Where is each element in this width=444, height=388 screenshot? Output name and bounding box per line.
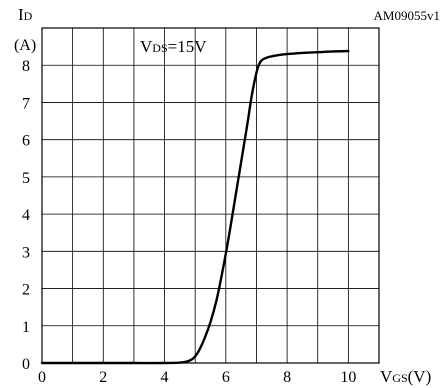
y-tick-label: 6 (22, 133, 30, 150)
x-tick-label: 6 (222, 369, 230, 386)
y-tick-label: 2 (22, 282, 30, 299)
y-tick-labels: 0 1 2 3 4 5 6 7 8 (22, 58, 30, 373)
y-axis-unit: (A) (14, 37, 36, 54)
x-tick-labels: 0 2 4 6 8 10 (38, 369, 356, 386)
y-axis-label: ID (18, 5, 33, 24)
x-tick-label: 8 (283, 369, 291, 386)
y-tick-label: 8 (22, 58, 30, 75)
y-tick-label: 4 (22, 207, 30, 224)
x-tick-label: 4 (161, 369, 169, 386)
grid (42, 28, 379, 363)
y-tick-label: 7 (22, 95, 30, 112)
y-tick-label: 5 (22, 170, 30, 187)
y-tick-label: 0 (22, 356, 30, 373)
x-tick-label: 0 (38, 369, 46, 386)
annotation-vds: VDS=15V (140, 37, 207, 56)
figure-id: AM09055v1 (374, 8, 440, 23)
series-line (40, 49, 350, 365)
y-tick-label: 3 (22, 244, 30, 261)
x-tick-label: 10 (340, 369, 356, 386)
y-tick-label: 1 (22, 319, 30, 336)
x-tick-label: 2 (99, 369, 107, 386)
x-axis-label: VGS(V) (380, 367, 431, 386)
plot-frame (41, 27, 380, 364)
